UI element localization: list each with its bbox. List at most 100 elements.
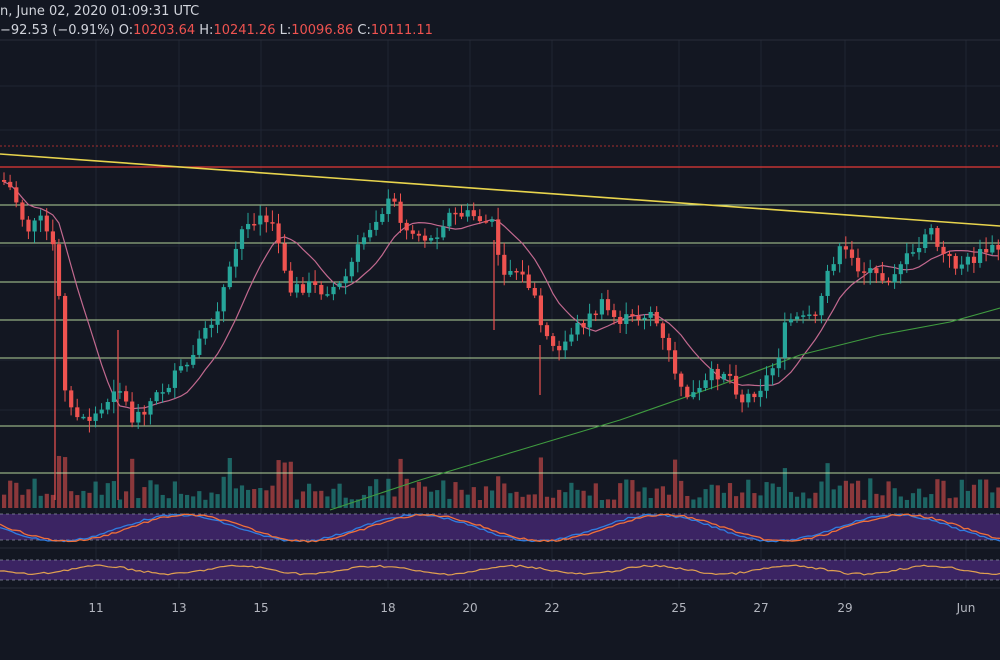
volume-bar (514, 491, 519, 508)
volume-bar (801, 492, 806, 508)
x-tick-label: 22 (544, 601, 559, 615)
volume-bar (282, 462, 287, 508)
candle-body (410, 230, 415, 234)
volume-bar (618, 483, 623, 508)
candle-body (2, 180, 7, 182)
candle-body (185, 364, 190, 367)
candle-body (837, 246, 842, 265)
volume-bar (929, 494, 934, 508)
candle-body (288, 270, 293, 293)
volume-bar (935, 479, 940, 508)
candle-body (105, 402, 110, 410)
volume-bar (416, 481, 421, 508)
header-row-2: −92.53 (−0.91%) O:10203.64 H:10241.26 L:… (0, 23, 433, 38)
candle-body (709, 368, 714, 381)
volume-bar (563, 492, 568, 508)
candle-body (32, 220, 37, 232)
candle-body (300, 284, 306, 293)
volume-bar (215, 494, 220, 508)
candle-body (776, 357, 781, 369)
candle-body (788, 319, 794, 323)
volume-bar (874, 493, 879, 508)
candle-body (435, 237, 440, 239)
x-tick-label: 11 (88, 601, 103, 615)
volume-bar (849, 483, 855, 508)
candle-body (209, 324, 214, 328)
candle-body (398, 201, 403, 223)
candle-body (172, 370, 177, 388)
moving-average-green (329, 307, 1000, 511)
volume-bar (807, 498, 812, 508)
candle-body (892, 274, 897, 283)
x-tick-label: 20 (462, 601, 477, 615)
candles (2, 172, 1000, 500)
volume-bar (843, 480, 848, 508)
x-tick-label: 25 (671, 601, 686, 615)
volume-bar (636, 491, 641, 508)
candle-body (99, 409, 104, 414)
volume-bar (75, 495, 80, 508)
x-axis: 11 13 15 18 20 22 25 27 29 Jun (88, 601, 975, 615)
volume-bar (410, 487, 415, 508)
candle-body (795, 316, 800, 320)
candle-body (343, 276, 348, 284)
volume-bar (429, 491, 434, 508)
volume-bar (38, 495, 43, 508)
candle-body (191, 354, 196, 365)
candle-body (56, 244, 62, 296)
volume-bar (727, 483, 733, 508)
volume-bar (343, 497, 348, 508)
candle-body (124, 391, 129, 402)
grid (0, 39, 1000, 588)
volume-bar (612, 499, 617, 508)
candle-body (618, 316, 623, 325)
volume-bar (758, 495, 763, 508)
candle-body (496, 219, 501, 255)
volume-bar (490, 490, 495, 508)
close-value: 10111.11 (370, 23, 433, 38)
volume-bar (496, 476, 501, 508)
volume-bar (477, 499, 482, 508)
high-value: 10241.26 (213, 23, 276, 38)
candle-body (508, 270, 513, 275)
volume-bar (947, 498, 952, 508)
volume-bar (740, 492, 745, 508)
candle-body (752, 393, 757, 398)
candle-body (770, 368, 775, 376)
volume-bar (87, 492, 92, 508)
volume-bar (227, 458, 232, 508)
candle-body (624, 314, 629, 325)
volume-bar (990, 492, 995, 508)
candle-body (813, 314, 818, 316)
volume-bar (557, 489, 562, 508)
volume-bar (319, 490, 324, 508)
volume-bar (953, 497, 958, 508)
candle-body (178, 366, 184, 371)
volume-bar (483, 486, 489, 508)
x-tick-label: 27 (753, 601, 768, 615)
rsi-band (0, 560, 1000, 580)
candle-body (483, 221, 489, 223)
candle-body (441, 226, 446, 238)
candle-body (270, 222, 275, 224)
volume-bar (734, 496, 739, 508)
volume-bar (380, 495, 385, 508)
candle-body (368, 229, 373, 238)
volume-bar (465, 494, 470, 508)
volume-bar (166, 498, 171, 508)
stochastic-pane (0, 513, 1000, 549)
x-tick-label: 15 (253, 601, 268, 615)
volume-bar (764, 482, 769, 508)
volume-bar (32, 478, 37, 508)
candle-body (465, 210, 470, 217)
candle-body (569, 334, 574, 342)
x-tick-label: 18 (380, 601, 395, 615)
volume-bar (544, 496, 550, 508)
candle-body (929, 228, 934, 235)
candle-body (276, 223, 281, 244)
candle-body (361, 237, 367, 245)
candle-body (898, 264, 903, 275)
candle-body (81, 416, 86, 419)
volume-bar (435, 490, 440, 508)
